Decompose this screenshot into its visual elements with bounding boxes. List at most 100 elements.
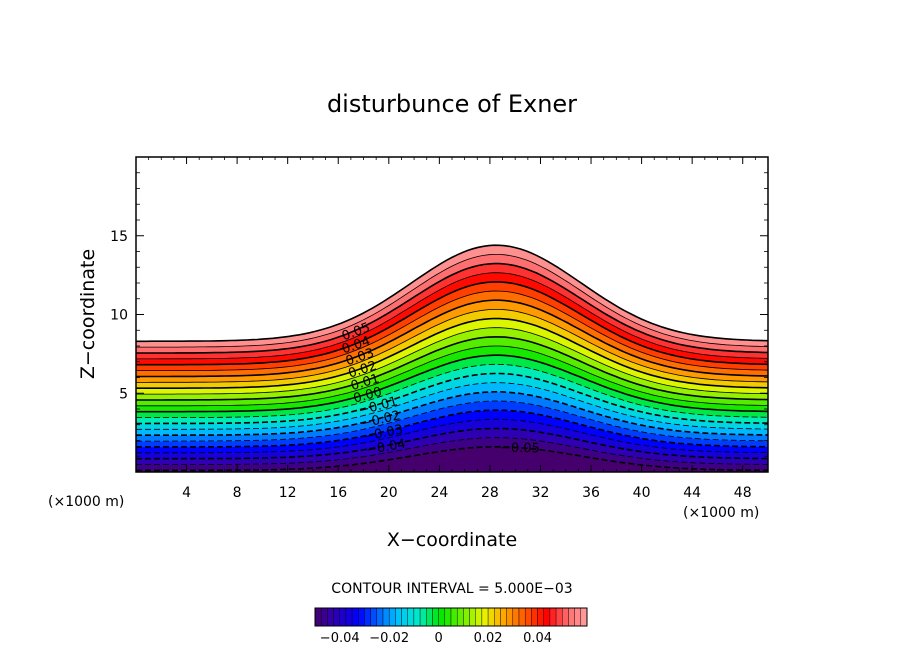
contour-line bbox=[136, 345, 768, 407]
x-tick-label: 12 bbox=[279, 485, 297, 501]
x-tick-label: 40 bbox=[633, 485, 651, 501]
contour-line bbox=[136, 445, 768, 472]
colorbar-tick-label: 0.02 bbox=[474, 631, 503, 646]
colorbar-cell bbox=[524, 607, 532, 627]
colorbar-cell bbox=[574, 607, 582, 627]
colorbar-cell bbox=[543, 607, 551, 627]
x-tick-label: 4 bbox=[182, 485, 191, 501]
colorbar-cell bbox=[345, 607, 353, 627]
x-tick-label: 48 bbox=[734, 485, 752, 501]
contour-line bbox=[136, 427, 768, 460]
colorbar-cell bbox=[364, 607, 371, 627]
colorbar-cell bbox=[506, 607, 514, 627]
colorbar-cell bbox=[388, 607, 396, 627]
x-unit-left: (×1000 m) bbox=[48, 494, 124, 510]
chart-title: disturbunce of Exner bbox=[327, 90, 577, 118]
colorbar-cell bbox=[444, 607, 452, 627]
colorbar-cell bbox=[376, 607, 384, 627]
colorbar-cell bbox=[500, 607, 507, 627]
contour-line bbox=[136, 262, 768, 354]
x-tick-label: 36 bbox=[582, 485, 600, 501]
colorbar-cell bbox=[339, 607, 347, 627]
contour-label: −0.04 bbox=[365, 437, 407, 458]
contour-label: −0.05 bbox=[500, 441, 540, 456]
contour-line bbox=[136, 437, 768, 466]
colorbar-cell bbox=[419, 607, 427, 627]
contour-line bbox=[136, 400, 768, 442]
colorbar-cell bbox=[395, 607, 402, 627]
colorbar-cell bbox=[327, 607, 334, 627]
colorbar-cell bbox=[450, 607, 458, 627]
colorbar-cell bbox=[333, 607, 340, 627]
colorbar-cell bbox=[518, 607, 526, 627]
colorbar-cell bbox=[475, 607, 483, 627]
y-tick-label: 5 bbox=[119, 386, 128, 402]
colorbar-cell bbox=[401, 607, 408, 627]
colorbar-cell bbox=[469, 607, 476, 627]
x-tick-label: 16 bbox=[329, 485, 347, 501]
contour-line bbox=[136, 272, 768, 360]
contour-line bbox=[136, 299, 768, 378]
contour-line bbox=[136, 354, 768, 413]
colorbar-cell bbox=[407, 607, 415, 627]
x-axis-label: X−coordinate bbox=[387, 529, 517, 551]
colorbar-cell bbox=[314, 607, 322, 627]
colorbar-cell bbox=[382, 607, 390, 627]
contour-line bbox=[136, 390, 768, 437]
x-tick-label: 20 bbox=[380, 485, 398, 501]
contour-line bbox=[136, 317, 768, 390]
contour-line bbox=[136, 327, 768, 395]
y-tick-label: 15 bbox=[110, 229, 128, 245]
contour-line bbox=[136, 281, 768, 366]
contour-line bbox=[136, 363, 768, 419]
colorbar-cell bbox=[481, 607, 489, 627]
colorbar-cell bbox=[463, 607, 470, 627]
colorbar-cell bbox=[549, 607, 557, 627]
colorbar: −0.04 −0.02 0 0.02 0.04 bbox=[314, 607, 588, 646]
colorbar-cell bbox=[413, 607, 421, 627]
x-tick-label: 32 bbox=[532, 485, 550, 501]
colorbar-cell bbox=[432, 607, 439, 627]
contour-interval-text: CONTOUR INTERVAL = 5.000E−03 bbox=[331, 581, 572, 597]
contour-line bbox=[136, 290, 768, 372]
x-tick-label: 24 bbox=[430, 485, 448, 501]
colorbar-tick-label: 0 bbox=[434, 631, 442, 646]
x-tick-label: 44 bbox=[683, 485, 701, 501]
colorbar-tick-label: 0.04 bbox=[523, 631, 552, 646]
colorbar-cell bbox=[512, 607, 520, 627]
colorbar-cell bbox=[568, 607, 575, 627]
y-tick-label: 10 bbox=[110, 308, 128, 324]
colorbar-cell bbox=[456, 607, 464, 627]
colorbar-cell bbox=[370, 607, 378, 627]
field-base bbox=[136, 446, 768, 472]
colorbar-tick-label: −0.02 bbox=[369, 631, 409, 646]
contour-line bbox=[136, 308, 768, 383]
colorbar-cell bbox=[562, 607, 569, 627]
x-tick-label: 28 bbox=[481, 485, 499, 501]
colorbar-cell bbox=[494, 607, 501, 627]
contour-lines bbox=[136, 244, 768, 472]
contour-line bbox=[136, 336, 768, 401]
contour-line bbox=[136, 253, 768, 348]
contour-line bbox=[136, 409, 768, 448]
colorbar-cell bbox=[438, 607, 446, 627]
colorbar-cell bbox=[358, 607, 365, 627]
colorbar-frame bbox=[314, 607, 588, 627]
colorbar-cell bbox=[531, 607, 538, 627]
x-unit-right: (×1000 m) bbox=[683, 505, 759, 521]
colorbar-cell bbox=[487, 607, 495, 627]
y-axis-label: Z−coordinate bbox=[77, 249, 99, 379]
colorbar-cell bbox=[537, 607, 544, 627]
colorbar-cell bbox=[320, 607, 328, 627]
colorbar-cell bbox=[555, 607, 563, 627]
contour-label: 0.00 bbox=[352, 385, 384, 407]
colorbar-cell bbox=[351, 607, 359, 627]
contour-line bbox=[136, 418, 768, 454]
colorbar-cell bbox=[580, 607, 588, 627]
colorbar-cell bbox=[426, 607, 433, 627]
contour-line bbox=[136, 244, 768, 343]
x-tick-label: 8 bbox=[233, 485, 242, 501]
